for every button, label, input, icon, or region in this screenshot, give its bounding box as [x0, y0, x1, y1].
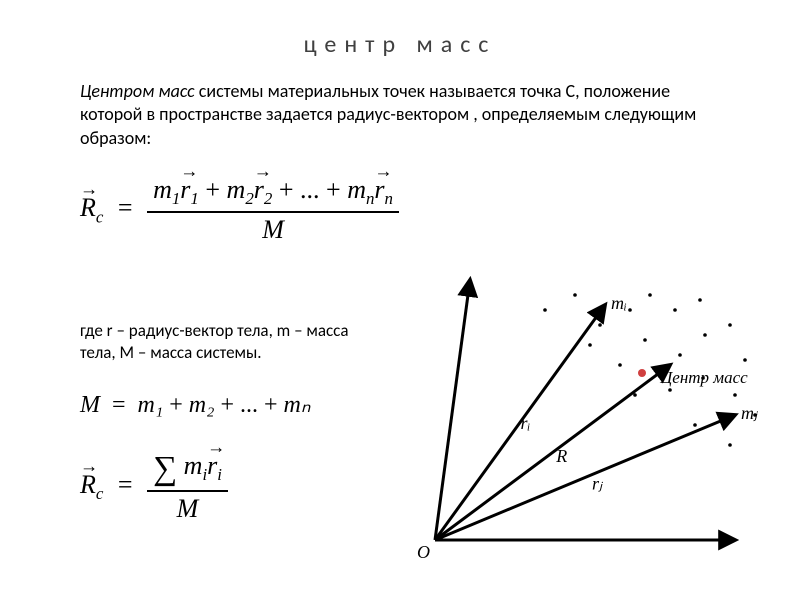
svg-text:mⱼ: mⱼ [741, 403, 759, 423]
formula-rc-expanded: Rc = m1r1 + m2r2 + ... + mnrn M [80, 175, 399, 245]
formula-rc-sum: Rc = ∑ miri M [80, 450, 228, 524]
svg-text:Центр масс: Центр масс [659, 368, 748, 387]
svg-text:rᵢ: rᵢ [521, 413, 531, 433]
svg-text:R: R [555, 446, 567, 466]
variable-note: где r – радиус-вектор тела, m – масса те… [80, 320, 380, 364]
svg-text:O: O [417, 542, 430, 562]
formula-mass-sum: M = m₁ + m₂ + ... + mₙ [80, 390, 310, 419]
svg-text:rⱼ: rⱼ [592, 473, 604, 493]
intro-paragraph: Центром масс системы материальных точек … [80, 80, 720, 150]
svg-text:mᵢ: mᵢ [611, 293, 627, 313]
vector-diagram: mᵢ rᵢ Rmⱼ rⱼ Центр масс O [400, 270, 760, 580]
intro-em: Центром масс [80, 80, 195, 102]
page-title: центр масс [0, 30, 800, 59]
